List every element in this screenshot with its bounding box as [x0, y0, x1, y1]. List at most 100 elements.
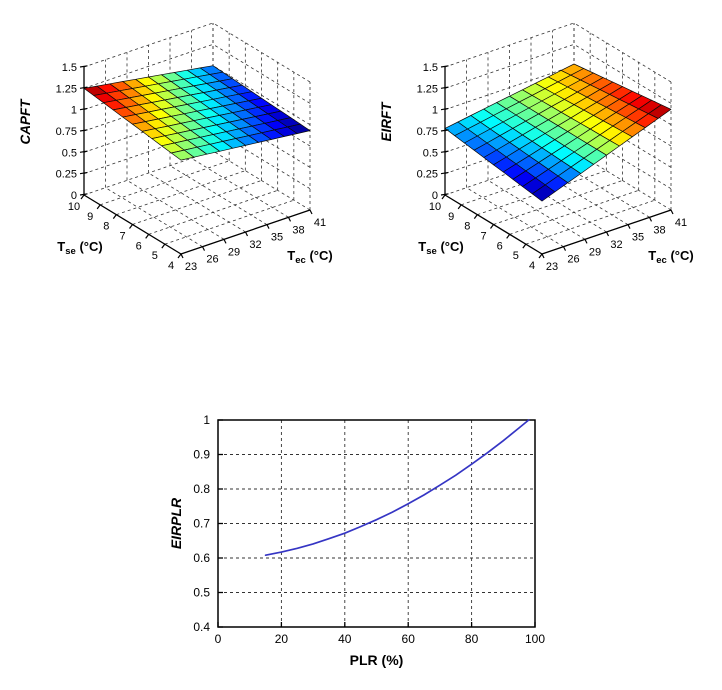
z-tick-label: 0.25: [417, 169, 438, 181]
tse-tick-label: 10: [429, 201, 441, 213]
tse-tick-mark: [538, 253, 543, 259]
z-tick-label: 0.75: [417, 126, 438, 138]
tse-tick-mark: [129, 224, 133, 229]
tse-tick-mark: [112, 214, 117, 220]
tse-tick-mark: [522, 243, 527, 249]
z-tick-label: 1.5: [423, 62, 438, 74]
rightwall-z-grid-line: [212, 43, 311, 104]
grid-lines: [218, 420, 535, 627]
rightwall-z-grid-line: [212, 65, 311, 126]
z-tick-label: 1: [71, 105, 77, 117]
z-tick-mark: [440, 171, 449, 175]
y-tick-label: 1: [203, 413, 210, 427]
tec-tick-mark: [266, 224, 270, 229]
tse-tick-mark: [96, 204, 101, 210]
surface-plots-row: 0 0.25 0.5 0.75 1 1.25 1.5 10 9 8 7 6 5 4 23 26 29 32 35 38…: [0, 0, 722, 300]
z-tick-label: 1.5: [62, 62, 77, 74]
eirplr-curve: [264, 419, 530, 557]
floor-grid-line: [466, 187, 564, 248]
rightwall-z-grid-line: [573, 43, 672, 104]
rightwall-z-grid-line: [573, 22, 672, 83]
tec-tick-label: 38: [653, 224, 665, 236]
x-tick-label: 20: [275, 632, 289, 646]
backwall-z-grid-line: [444, 65, 575, 111]
tec-tick-label: 23: [185, 261, 197, 273]
tec-tick-label: 41: [314, 217, 326, 229]
floor-grid-line: [126, 179, 225, 240]
tec-tick-label: 23: [546, 261, 558, 273]
rightwall-z-grid-line: [212, 129, 311, 190]
tse-tick-mark: [473, 214, 478, 220]
tse-tick-label: 4: [529, 260, 535, 272]
z-axis-label: EIRFT: [379, 101, 394, 142]
z-tick-mark: [79, 86, 88, 89]
surface-mesh: [444, 63, 672, 202]
tse-tick-mark: [490, 224, 494, 229]
z-tick-mark: [440, 65, 449, 68]
tec-tick-label: 29: [589, 246, 601, 258]
y-tick-label: 0.4: [193, 620, 210, 634]
surface-cell: [170, 149, 195, 161]
tse-tick-mark: [457, 204, 462, 210]
x-tick-label: 40: [338, 632, 352, 646]
tse-tick-mark: [177, 253, 182, 259]
tse-tick-label: 9: [448, 211, 454, 223]
tse-tick-label: 8: [103, 221, 109, 233]
tse-tick-label: 5: [152, 250, 158, 262]
tec-tick-mark: [670, 209, 674, 215]
floor-grid-line: [100, 160, 230, 206]
tec-tick-label: 38: [292, 224, 304, 236]
tse-tick-label: 7: [119, 231, 125, 243]
z-axis-label: CAPFT: [18, 98, 33, 145]
tse-axis-label: Tse (°C): [57, 239, 102, 257]
x-tick-label: 60: [402, 632, 416, 646]
z-tick-mark: [79, 150, 88, 153]
tse-tick-label: 5: [513, 250, 519, 262]
z-tick-label: 1.25: [56, 83, 77, 95]
y-tick-label: 0.9: [193, 448, 210, 462]
z-tick-mark: [79, 65, 88, 68]
rightwall-z-grid-line: [212, 22, 311, 83]
backwall-z-grid-line: [83, 129, 214, 175]
z-tick-label: 1.25: [417, 83, 438, 95]
z-tick-label: 0.5: [423, 147, 438, 159]
tick-labels: 0 20 40 60 80 100 0.4 0.5 0.6 0.7 0.8 0.9 1: [193, 413, 545, 646]
floor-grid-line: [552, 157, 650, 218]
tec-tick-mark: [541, 253, 545, 259]
tec-tick-mark: [648, 217, 653, 222]
z-tick-mark: [440, 193, 449, 196]
z-tick-mark: [440, 86, 449, 89]
surface-mesh: [83, 65, 311, 161]
tec-tick-label: 32: [249, 239, 261, 251]
floor-grid-line: [487, 179, 586, 240]
floor-grid-line: [525, 199, 655, 245]
y-tick-label: 0.7: [193, 517, 210, 531]
eirplr-canvas: 0 20 40 60 80 100 0.4 0.5 0.6 0.7 0.8 0.9 1 PLR (%) EI…: [168, 413, 545, 668]
surface-cell: [531, 184, 556, 202]
z-tick-mark: [79, 129, 88, 132]
z-tick-mark: [440, 107, 449, 111]
floor-grid-line: [509, 189, 639, 235]
capft-3d-plot: 0 0.25 0.5 0.75 1 1.25 1.5 10 9 8 7 6 5 4 23 26 29 32 35 38…: [0, 0, 361, 300]
rightwall-z-grid-line: [573, 129, 672, 190]
tec-tick-mark: [627, 224, 631, 229]
tec-tick-mark: [562, 246, 567, 251]
tec-tick-mark: [244, 231, 249, 237]
tse-tick-label: 6: [136, 240, 142, 252]
tse-tick-mark: [161, 243, 166, 249]
tec-tick-mark: [309, 209, 313, 215]
x-tick-label: 100: [525, 632, 545, 646]
z-tick-mark: [79, 171, 88, 175]
tec-tick-label: 26: [206, 254, 218, 266]
tse-axis-label: Tse (°C): [418, 239, 463, 257]
z-tick-label: 1: [432, 105, 438, 117]
tec-tick-mark: [605, 231, 610, 237]
z-tick-mark: [440, 129, 449, 132]
tec-tick-label: 32: [610, 239, 622, 251]
tec-tick-label: 35: [271, 232, 283, 244]
tse-tick-label: 10: [68, 201, 80, 213]
tse-tick-label: 6: [497, 240, 503, 252]
